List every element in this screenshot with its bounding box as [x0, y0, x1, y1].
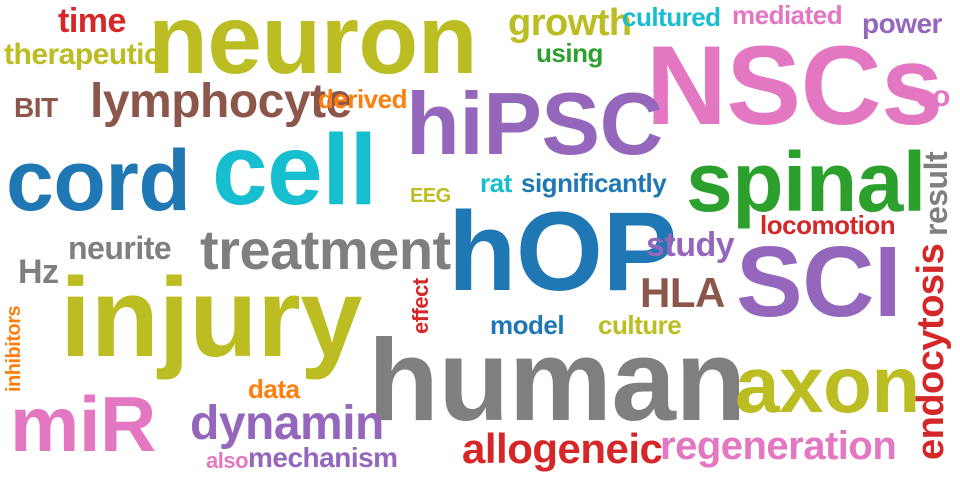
word-time: time — [58, 2, 126, 40]
word-human: human — [368, 315, 746, 445]
word-axon: axon — [735, 340, 920, 429]
word-inhibitors: inhibitors — [3, 305, 25, 392]
word-power: power — [862, 8, 942, 39]
word-therapeutic: therapeutic — [4, 38, 161, 71]
word-study: study — [646, 226, 735, 264]
word-injury: injury — [60, 255, 362, 380]
word-dynamin: dynamin — [190, 397, 384, 450]
word-neurite: neurite — [68, 230, 172, 266]
word-endocytosis: endocytosis — [910, 243, 952, 460]
word-derived: derived — [318, 84, 408, 114]
word-using: using — [536, 38, 603, 68]
word-lymphocyte: lymphocyte — [90, 75, 352, 128]
word-model: model — [490, 310, 565, 340]
word-treatment: treatment — [200, 218, 451, 281]
word-sci: SCI — [736, 226, 902, 338]
word-locomotion: locomotion — [760, 210, 896, 240]
word-also: also — [206, 448, 249, 473]
word-mechanism: mechanism — [248, 442, 398, 473]
word-allogeneic: allogeneic — [462, 425, 663, 472]
word-nscs: NSCs — [646, 23, 943, 148]
word-neuron: neuron — [148, 0, 478, 94]
word-eeg: EEG — [410, 185, 451, 207]
word-hop: hOP — [448, 189, 677, 314]
word-hla: HLA — [640, 269, 725, 316]
word-result: result — [918, 151, 954, 236]
word-hz: Hz — [18, 253, 59, 291]
word-mir: miR — [10, 380, 156, 468]
word-effect: effect — [408, 278, 433, 334]
word-growth: growth — [508, 2, 632, 44]
word-hipsc: hiPSC — [406, 74, 663, 173]
word-culture: culture — [598, 310, 682, 340]
word-rat: rat — [480, 168, 512, 198]
word-co: co — [916, 80, 951, 113]
word-spinal: spinal — [686, 135, 926, 229]
word-bit: BIT — [14, 92, 58, 123]
word-regeneration: regeneration — [660, 424, 897, 468]
word-data: data — [248, 374, 300, 404]
word-cell: cell — [212, 114, 377, 226]
word-cord: cord — [6, 133, 191, 229]
word-mediated: mediated — [732, 0, 843, 30]
word-cultured: cultured — [622, 2, 721, 32]
word-significantly: significantly — [521, 168, 667, 198]
